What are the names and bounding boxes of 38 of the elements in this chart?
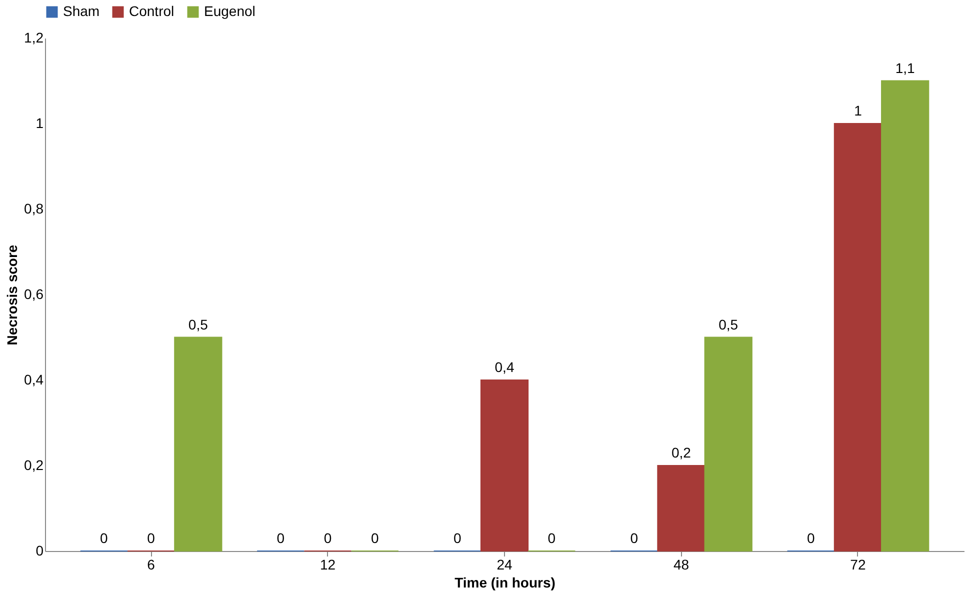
data-label: 0: [276, 530, 285, 546]
y-tick-label: 0,4: [24, 372, 44, 388]
data-label: 0: [100, 530, 108, 546]
bar: [657, 465, 706, 552]
bar: [480, 380, 529, 552]
y-tick-label: 0,6: [24, 286, 44, 302]
data-label: 0: [806, 530, 815, 546]
y-tick-label: 1: [36, 115, 44, 131]
x-axis-title: Time (in hours): [454, 574, 556, 590]
y-axis-title: Necrosis score: [4, 244, 20, 346]
data-label: 0,2: [671, 444, 692, 460]
data-label: 0: [147, 530, 156, 546]
y-tick-label: 0,8: [24, 200, 44, 216]
data-label: 0,5: [188, 316, 208, 332]
y-tick-label: 0: [36, 542, 44, 558]
data-label: 1: [854, 102, 862, 118]
x-tick-label: 72: [850, 556, 866, 572]
data-label: 0: [453, 530, 462, 546]
bar: [174, 336, 222, 552]
y-tick-label: 0,2: [24, 457, 44, 473]
bar: [881, 80, 930, 552]
legend-label: Sham: [63, 3, 100, 19]
x-tick-label: 12: [320, 556, 336, 572]
data-label: 0,4: [494, 359, 514, 375]
x-tick-label: 6: [147, 556, 156, 572]
y-tick-label: 1,2: [24, 30, 44, 46]
legend-label: Control: [129, 3, 174, 19]
data-label: 0: [548, 530, 556, 546]
legend-label: Eugenol: [204, 3, 256, 19]
x-tick-label: 24: [496, 556, 512, 572]
data-label: 0: [324, 530, 332, 546]
data-label: 0: [371, 530, 379, 546]
data-label: 0: [630, 530, 638, 546]
data-label: 0,5: [718, 316, 738, 332]
data-label: 1,1: [895, 60, 916, 76]
bar: [834, 123, 882, 552]
x-tick-label: 48: [673, 556, 690, 572]
bar: [704, 336, 752, 552]
